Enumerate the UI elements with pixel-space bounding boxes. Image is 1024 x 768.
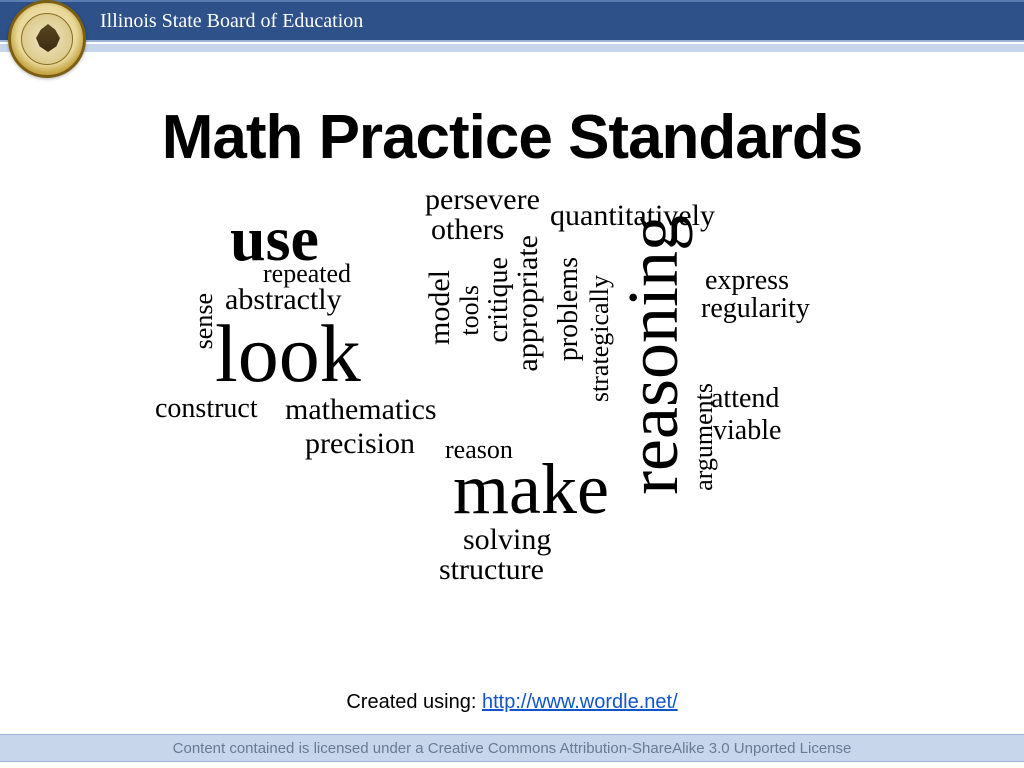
credit-prefix: Created using: xyxy=(346,691,482,713)
wordcloud-word: tools xyxy=(457,285,483,336)
wordcloud-word: look xyxy=(215,313,361,395)
wordcloud-word: reasoning xyxy=(617,215,689,495)
footer-bar: Content contained is licensed under a Cr… xyxy=(0,734,1024,762)
wordcloud-word: critique xyxy=(485,257,513,343)
wordcloud-word: structure xyxy=(439,555,544,585)
wordcloud-word: model xyxy=(425,270,455,345)
wordcloud-word: persevere xyxy=(425,185,540,215)
wordcloud-word: problems xyxy=(555,257,583,361)
wordcloud-word: precision xyxy=(305,429,415,459)
state-seal xyxy=(8,0,86,78)
state-seal-inner xyxy=(21,13,73,65)
header-sub-bar xyxy=(0,44,1024,52)
header-bar: Illinois State Board of Education xyxy=(0,0,1024,42)
credit-link[interactable]: http://www.wordle.net/ xyxy=(482,691,678,713)
header-org-name: Illinois State Board of Education xyxy=(100,10,363,33)
word-cloud: usepersevereothersquantitativelyrepeated… xyxy=(155,185,875,615)
wordcloud-word: make xyxy=(453,453,609,525)
wordcloud-word: construct xyxy=(155,395,258,423)
wordcloud-word: sense xyxy=(191,293,217,349)
wordcloud-word: others xyxy=(431,215,504,245)
seal-eagle-icon xyxy=(36,24,60,52)
wordcloud-word: attend xyxy=(711,385,779,413)
page-title: Math Practice Standards xyxy=(0,102,1024,173)
credit-line: Created using: http://www.wordle.net/ xyxy=(0,691,1024,714)
wordcloud-word: express xyxy=(705,267,789,295)
wordcloud-word: arguments xyxy=(691,383,717,491)
wordcloud-word: viable xyxy=(713,417,781,445)
footer-license-text: Content contained is licensed under a Cr… xyxy=(173,740,852,757)
wordcloud-word: appropriate xyxy=(513,235,543,372)
wordcloud-word: mathematics xyxy=(285,395,437,425)
wordcloud-word: solving xyxy=(463,525,551,555)
wordcloud-word: regularity xyxy=(701,295,810,323)
wordcloud-word: strategically xyxy=(587,275,613,402)
